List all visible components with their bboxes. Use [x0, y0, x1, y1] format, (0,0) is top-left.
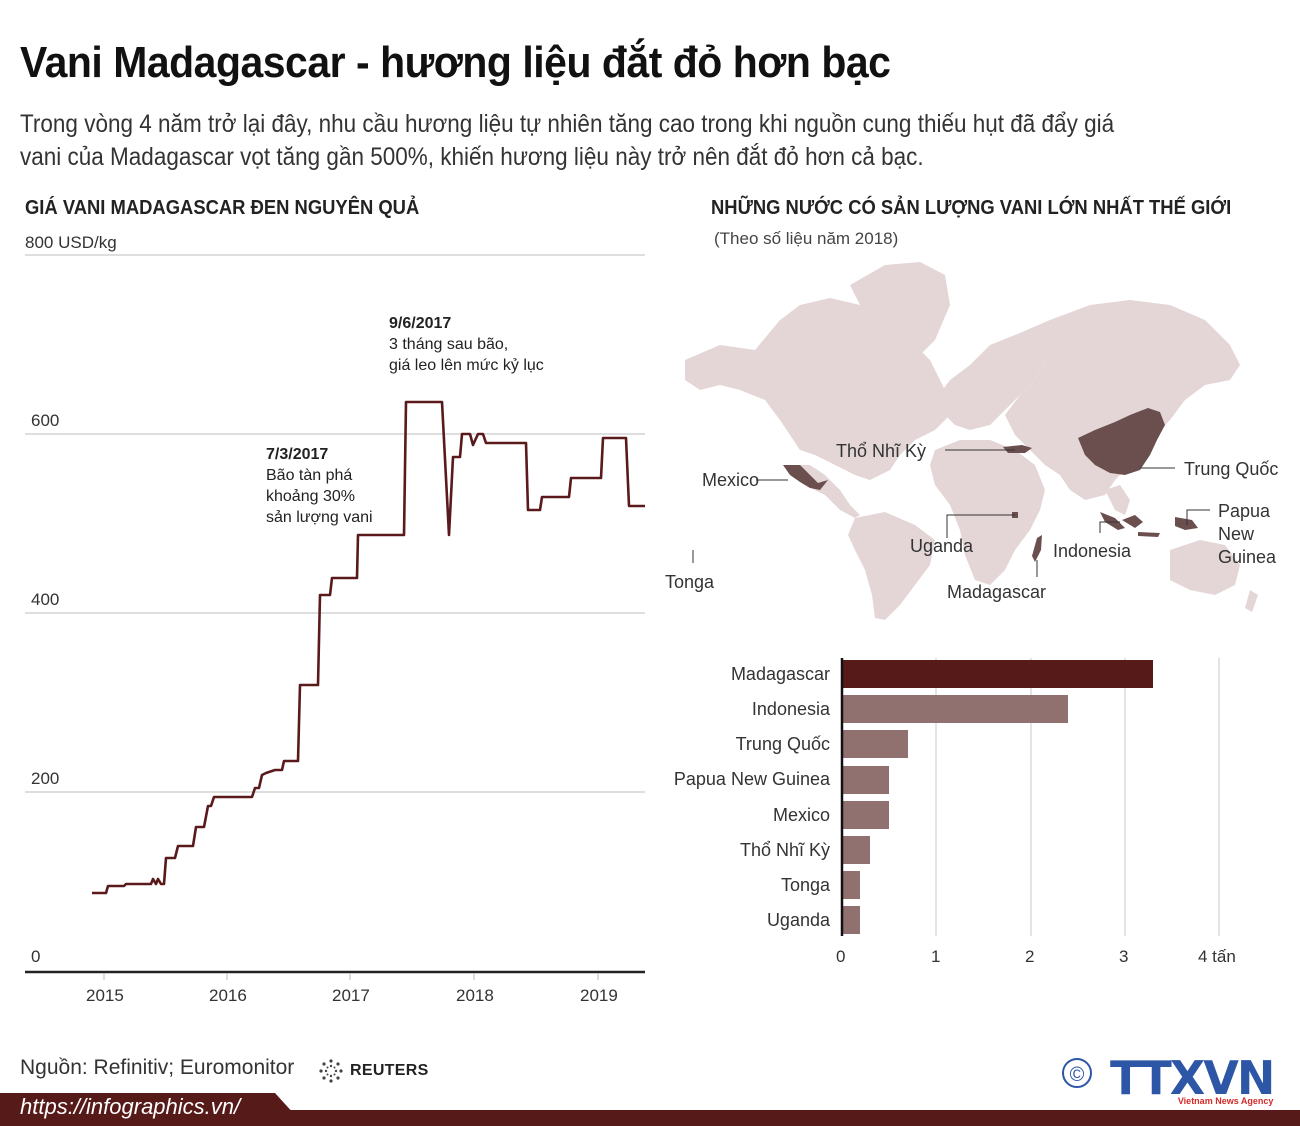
africa-shape: [930, 440, 1045, 585]
footer-band: [0, 1110, 1300, 1126]
new-zealand-shape: [1245, 590, 1258, 612]
asia-shape: [1005, 300, 1240, 500]
bar-x-tick-0: 0: [836, 947, 846, 966]
reuters-dots-icon: [319, 1059, 343, 1083]
annotation-storm-line3: sản lượng vani: [266, 509, 373, 526]
annotation-record-line2: giá leo lên mức kỷ lục: [389, 357, 544, 374]
bar-madagascar: [842, 660, 1153, 688]
bar-label-tonga: Tonga: [780, 875, 830, 895]
reuters-wordmark: REUTERS: [350, 1062, 429, 1079]
footer-url-link[interactable]: https://infographics.vn/: [20, 1094, 241, 1119]
x-tick-2015: 2015: [86, 986, 124, 1005]
mexico-shape: [783, 465, 828, 490]
australia-shape: [1170, 540, 1240, 595]
annotation-record: 9/6/2017 3 tháng sau bão, giá leo lên mứ…: [389, 313, 544, 376]
y-tick-0: 0: [31, 947, 41, 966]
north-america-shape: [685, 298, 950, 480]
annotation-storm: 7/3/2017 Bão tàn phá khoảng 30% sản lượn…: [266, 444, 373, 528]
map-label-turkey: Thổ Nhĩ Kỳ: [836, 441, 927, 461]
map-label-mexico: Mexico: [702, 470, 760, 490]
map-label-png-line2: New: [1218, 524, 1255, 544]
bar-papua-new-guinea: [842, 766, 889, 794]
annotation-storm-line1: Bão tàn phá: [266, 467, 353, 484]
annotation-storm-date: 7/3/2017: [266, 446, 329, 463]
bar-x-tick-3: 3: [1119, 947, 1129, 966]
map-label-png-line1: Papua: [1218, 501, 1271, 521]
map-label-png-line3: Guinea: [1218, 547, 1277, 567]
price-line: [92, 400, 645, 895]
south-america-shape: [848, 512, 935, 620]
x-tick-2018: 2018: [456, 986, 494, 1005]
footer-url-tab: [0, 1093, 305, 1126]
bar-x-tick-1: 1: [931, 947, 941, 966]
ttxvn-subtitle: Vietnam News Agency: [1177, 1096, 1274, 1106]
bar-indonesia: [842, 695, 1068, 723]
madagascar-shape: [1032, 535, 1042, 562]
line-chart-title: GIÁ VANI MADAGASCAR ĐEN NGUYÊN QUẢ: [25, 197, 420, 219]
bar-label-turkey: Thổ Nhĩ Kỳ: [739, 840, 830, 860]
map-label-uganda: Uganda: [910, 536, 974, 556]
gridlines: [25, 254, 645, 793]
bar-mexico: [842, 801, 889, 829]
indonesia-shape: [1100, 512, 1160, 537]
y-tick-400: 400: [31, 590, 60, 609]
bar-label-uganda: Uganda: [766, 910, 830, 930]
annotation-storm-line2: khoảng 30%: [266, 488, 355, 505]
land-masses: [685, 262, 1258, 620]
bar-label-china: Trung Quốc: [735, 734, 830, 754]
map-label-tonga: Tonga: [665, 572, 715, 592]
bar-uganda: [842, 906, 860, 934]
copyright-icon: ©: [1062, 1058, 1092, 1088]
map-title: NHỮNG NƯỚC CÓ SẢN LƯỢNG VANI LỚN NHẤT TH…: [711, 197, 1232, 219]
bar-chart-plot: [840, 658, 1220, 936]
y-tick-200: 200: [31, 769, 60, 788]
x-tick-2017: 2017: [332, 986, 370, 1005]
bar-label-indonesia: Indonesia: [751, 699, 830, 719]
page-subtitle: Trong vòng 4 năm trở lại đây, nhu cầu hư…: [20, 110, 1115, 171]
ttxvn-wordmark: TTXVN: [1110, 1051, 1275, 1105]
x-tick-2019: 2019: [580, 986, 618, 1005]
x-axis-ticks: [103, 973, 599, 980]
bar-china: [842, 730, 908, 758]
bar-label-papua-new-guinea: Papua New Guinea: [673, 769, 830, 789]
reuters-logo: REUTERS: [318, 1058, 429, 1084]
annotation-record-date: 9/6/2017: [389, 315, 452, 332]
map-label-indonesia: Indonesia: [1053, 541, 1132, 561]
x-tick-2016: 2016: [209, 986, 247, 1005]
bar-label-mexico: Mexico: [772, 805, 830, 825]
highlighted-countries: [783, 408, 1198, 562]
map-label-china: Trung Quốc: [1184, 459, 1279, 479]
map-note: (Theo số liệu năm 2018): [714, 229, 899, 248]
source-text: Nguồn: Refinitiv; Euromonitor: [20, 1056, 295, 1079]
leader-lines: [692, 449, 1210, 577]
bar-turkey: [842, 836, 870, 864]
annotation-record-line1: 3 tháng sau bão,: [389, 336, 509, 353]
page-title: Vani Madagascar - hương liệu đắt đỏ hơn …: [20, 38, 891, 87]
world-map: [685, 262, 1258, 620]
bar-x-tick-4: 4 tấn: [1198, 947, 1236, 966]
europe-shape: [935, 335, 1045, 430]
bar-label-madagascar: Madagascar: [730, 664, 830, 684]
map-label-papua-new-guinea: Papua New Guinea: [1218, 500, 1276, 569]
turkey-shape: [1003, 445, 1032, 453]
china-shape: [1078, 408, 1165, 475]
map-label-madagascar: Madagascar: [947, 582, 1047, 602]
y-axis-unit-label: 800 USD/kg: [25, 233, 117, 252]
line-chart-plot: [25, 254, 645, 980]
bar-tonga: [842, 871, 860, 899]
greenland-shape: [850, 262, 950, 365]
ttxvn-logo: TTXVN Vietnam News Agency: [1110, 1051, 1275, 1106]
se-asia-shape: [1105, 485, 1130, 515]
bar-x-tick-2: 2: [1025, 947, 1035, 966]
y-tick-600: 600: [31, 411, 60, 430]
